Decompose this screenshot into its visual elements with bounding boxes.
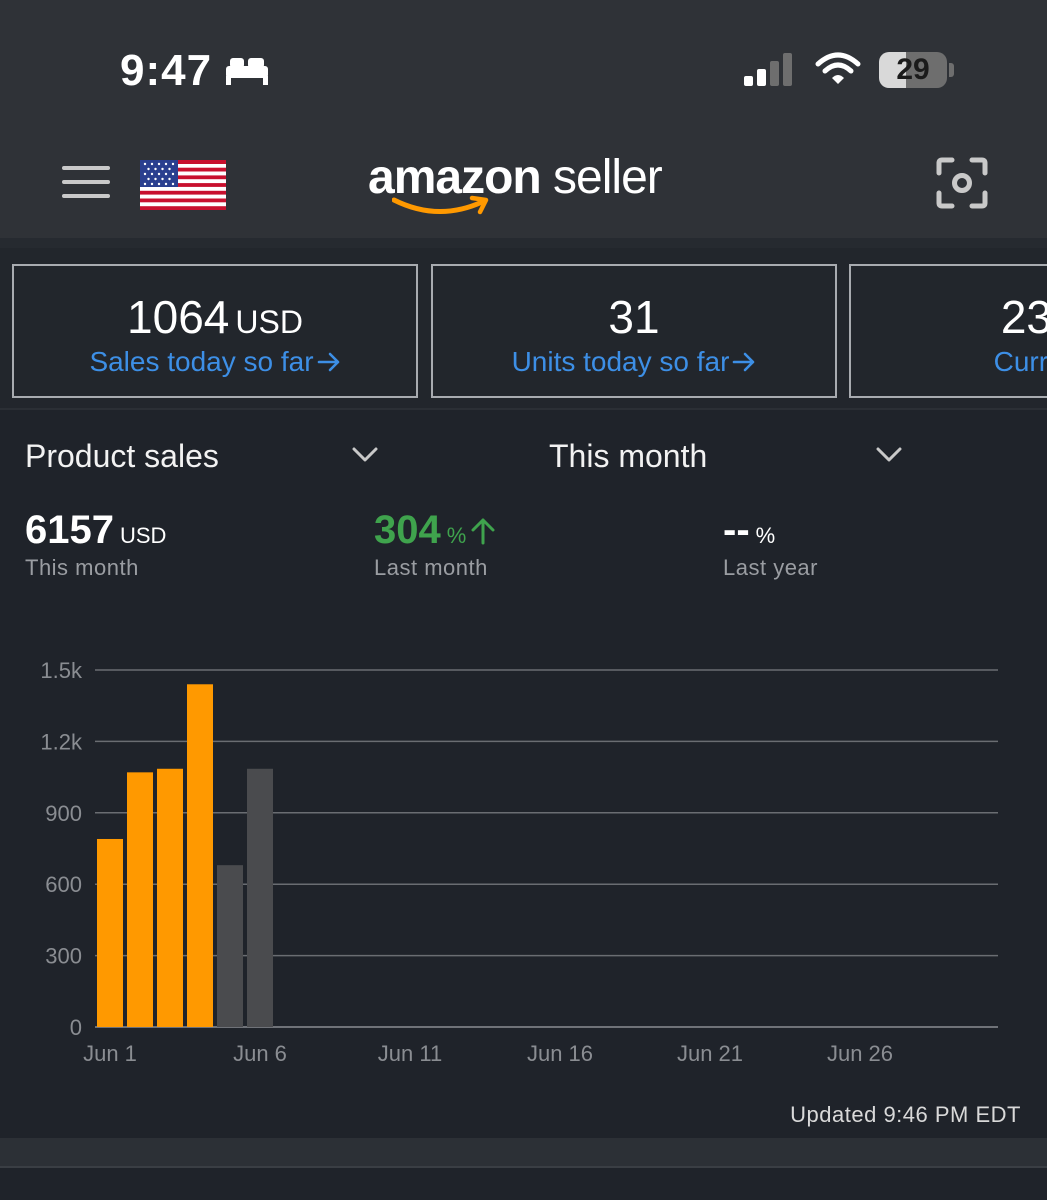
y-tick-label: 1.2k — [40, 729, 83, 754]
current-balance-card[interactable]: 2329 Current b — [849, 264, 1047, 398]
x-tick-label: Jun 6 — [233, 1041, 287, 1066]
section-divider — [0, 1138, 1047, 1166]
sales-bar[interactable] — [157, 768, 183, 1027]
x-tick-label: Jun 16 — [527, 1041, 593, 1066]
units-today-value: 31 — [608, 291, 660, 343]
y-tick-label: 300 — [45, 944, 82, 969]
last-month-label: Last month — [374, 555, 488, 580]
sales-bar[interactable] — [217, 865, 243, 1027]
cards-separator — [0, 408, 1047, 410]
amazon-seller-logo: amazon seller — [368, 150, 663, 220]
last-year-change: --% — [723, 508, 775, 553]
cellular-signal-icon — [744, 53, 792, 86]
sales-bar-chart: 0 300 600 900 1.2k 1.5k Jun 1 Jun 6 Jun 11 Jun 16… — [40, 658, 998, 1066]
last-year-number: -- — [723, 508, 750, 552]
last-month-number: 304 — [374, 508, 441, 552]
x-tick-label: Jun 11 — [378, 1041, 442, 1066]
sales-bar[interactable] — [127, 772, 153, 1027]
sales-today-label: Sales today so far — [89, 346, 314, 377]
last-month-change: 304% — [374, 508, 496, 553]
battery-indicator: 29 — [879, 52, 947, 88]
us-flag-icon[interactable] — [140, 160, 226, 210]
metric-cards-carousel[interactable]: 1064 USD Sales today so far 31 Units toda… — [0, 248, 1047, 408]
current-balance-value: 2329 — [1000, 291, 1047, 343]
section-divider-line — [0, 1166, 1047, 1168]
last-month-unit: % — [446, 523, 467, 548]
y-tick-label: 1.5k — [40, 658, 83, 683]
sales-bar[interactable] — [187, 684, 213, 1027]
app-header: 9:47 29 — [0, 0, 1047, 238]
last-year-unit: % — [755, 523, 776, 548]
sales-bar[interactable] — [247, 768, 273, 1027]
y-tick-label: 0 — [70, 1015, 82, 1040]
amazon-smile-arrow-icon — [392, 195, 489, 215]
y-tick-label: 600 — [45, 872, 82, 897]
scan-camera-icon[interactable] — [936, 157, 988, 209]
sales-bar[interactable] — [97, 838, 123, 1027]
this-month-unit: USD — [119, 523, 167, 548]
chevron-down-icon[interactable] — [352, 446, 378, 464]
units-today-label: Units today so far — [511, 346, 730, 377]
units-today-link[interactable]: Units today so far — [433, 346, 835, 378]
x-tick-label: Jun 26 — [827, 1041, 893, 1066]
logo-light-text: seller — [540, 151, 663, 204]
this-month-number: 6157 — [25, 508, 114, 552]
current-balance-label[interactable]: Current b — [993, 346, 1047, 377]
sales-today-value: 1064 — [127, 291, 230, 343]
units-today-card[interactable]: 31 Units today so far — [431, 264, 837, 398]
arrow-right-icon — [733, 352, 755, 372]
sales-today-unit: USD — [235, 304, 303, 340]
y-tick-label: 900 — [45, 801, 82, 826]
period-dropdown[interactable]: This month — [549, 438, 708, 474]
x-tick-label: Jun 1 — [83, 1041, 137, 1066]
hamburger-menu-icon[interactable] — [62, 166, 110, 200]
sales-today-card[interactable]: 1064 USD Sales today so far — [12, 264, 418, 398]
status-time: 9:47 — [120, 46, 213, 95]
header-separator — [0, 238, 1047, 248]
arrow-right-icon — [317, 352, 339, 372]
battery-tip — [949, 63, 954, 77]
x-tick-label: Jun 21 — [677, 1041, 743, 1066]
wifi-icon — [815, 52, 861, 84]
last-year-label: Last year — [723, 555, 818, 580]
updated-timestamp: Updated 9:46 PM EDT — [790, 1102, 1021, 1127]
sales-today-link[interactable]: Sales today so far — [14, 346, 416, 378]
sleep-focus-icon — [226, 58, 268, 85]
chevron-down-icon[interactable] — [876, 446, 902, 464]
arrow-up-icon — [471, 518, 495, 545]
this-month-label: This month — [25, 555, 139, 580]
this-month-value: 6157 USD — [25, 508, 166, 553]
logo-bold-text: amazon — [368, 151, 542, 204]
metric-dropdown[interactable]: Product sales — [25, 438, 219, 474]
